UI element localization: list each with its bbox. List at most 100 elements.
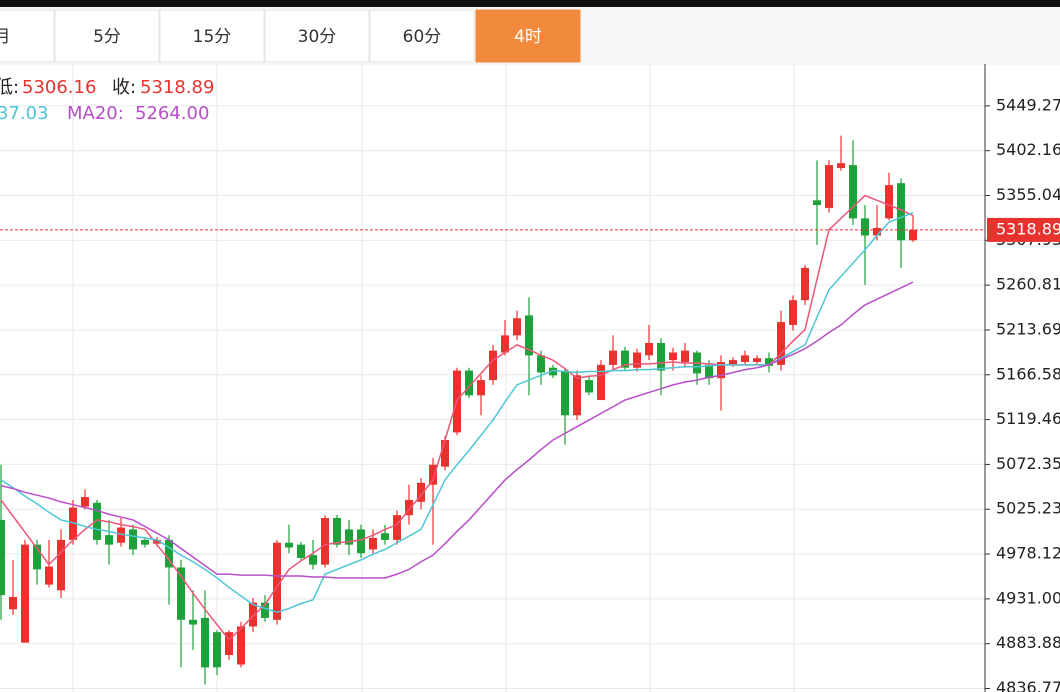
candle-body [9, 596, 17, 610]
candle-body [597, 364, 605, 401]
top-bar [0, 0, 1060, 7]
candle-body [153, 539, 161, 544]
candle-body [813, 200, 821, 206]
candle-body [417, 482, 425, 502]
candle-body [309, 555, 317, 565]
ma-line [0, 281, 914, 579]
readout: 低: 5306.16 收: 5318.89 37.03 MA20: 5264.0… [0, 77, 214, 124]
ma20-value: 5264.00 [135, 103, 209, 124]
candle-body [777, 322, 785, 365]
candle-body [0, 519, 5, 596]
y-tick-label: 4978.12 [996, 544, 1060, 563]
tab[interactable] [0, 9, 55, 63]
ma-line [0, 211, 914, 613]
candle-body [801, 267, 809, 301]
candle-body [201, 617, 209, 668]
plot [0, 135, 917, 685]
candle-body [525, 315, 533, 356]
candle-body [873, 227, 881, 236]
candle-body [249, 602, 257, 627]
candle-body [849, 165, 857, 219]
y-tick-label: 5260.81 [996, 275, 1060, 294]
y-tick-label: 5025.23 [996, 499, 1060, 518]
y-tick-label: 5449.27 [996, 95, 1060, 114]
tab-label[interactable]: 30分 [298, 27, 337, 47]
candle-body [729, 360, 737, 365]
candle-body [741, 355, 749, 363]
ma10-value: 37.03 [0, 103, 49, 124]
candle-body [489, 350, 497, 381]
tab-label[interactable]: 月 [0, 27, 11, 47]
candle-body [129, 529, 137, 550]
candle-body [261, 602, 269, 618]
candle-body [861, 218, 869, 236]
tab-label[interactable]: 4时 [514, 27, 542, 47]
candle-body [57, 539, 65, 591]
candle-body [93, 502, 101, 540]
candle-body [717, 362, 725, 379]
y-tick-label: 5355.04 [996, 185, 1060, 204]
tab-label[interactable]: 5分 [93, 27, 121, 47]
candle-body [549, 367, 557, 376]
low-value: 5306.16 [22, 77, 96, 98]
candle-body [333, 518, 341, 545]
close-value: 5318.89 [140, 77, 214, 98]
price-axis: 5449.275402.165355.045307.935260.815213.… [984, 64, 1060, 692]
candle-body [609, 350, 617, 365]
candle-body [645, 342, 653, 356]
candle-body [405, 499, 413, 516]
candle-body [381, 533, 389, 540]
candle-body [885, 185, 893, 219]
y-tick-label: 4931.00 [996, 588, 1060, 607]
candle-body [585, 380, 593, 393]
candle-body [213, 632, 221, 668]
tab[interactable] [264, 9, 370, 63]
close-label: 收: [112, 77, 136, 98]
candle-body [621, 350, 629, 368]
tab-label[interactable]: 15分 [193, 27, 232, 47]
candle-body [297, 544, 305, 558]
y-tick-label: 4836.77 [996, 678, 1060, 692]
candle-body [105, 535, 113, 545]
candle-body [81, 497, 89, 507]
tabs: 月 5分 15分 30分 60分 4时 [0, 9, 581, 63]
candle-body [165, 539, 173, 568]
y-tick-label: 4883.88 [996, 633, 1060, 652]
candle-body [501, 335, 509, 353]
candle-body [429, 464, 437, 485]
tab-label[interactable]: 60分 [403, 27, 442, 47]
candle-body [909, 229, 917, 241]
candle-body [705, 364, 713, 379]
candle-body [69, 507, 77, 540]
y-tick-label: 5072.35 [996, 454, 1060, 473]
candle-body [669, 352, 677, 361]
candle-body [477, 380, 485, 396]
candle-body [837, 163, 845, 168]
candle-body [285, 542, 293, 548]
candle-body [21, 544, 29, 643]
candle-body [789, 300, 797, 325]
candle-body [513, 318, 521, 336]
tab[interactable] [475, 9, 581, 63]
candle-body [393, 515, 401, 540]
last-price-label: 5318.89 [996, 219, 1060, 238]
y-tick-label: 5402.16 [996, 140, 1060, 159]
candle-body [225, 632, 233, 655]
candle-body [897, 183, 905, 241]
candle-body [681, 350, 689, 363]
candle-body [753, 358, 761, 363]
candle-body [345, 529, 353, 545]
candle-body [237, 626, 245, 665]
last-price-box [987, 217, 1060, 242]
candle-body [33, 544, 41, 570]
candle-body [765, 358, 773, 366]
tab[interactable] [369, 9, 475, 63]
tab[interactable] [54, 9, 160, 63]
tab[interactable] [159, 9, 265, 63]
candle-body [561, 370, 569, 416]
candle-body [369, 537, 377, 550]
candle-body [441, 440, 449, 467]
candle-body [117, 527, 125, 543]
